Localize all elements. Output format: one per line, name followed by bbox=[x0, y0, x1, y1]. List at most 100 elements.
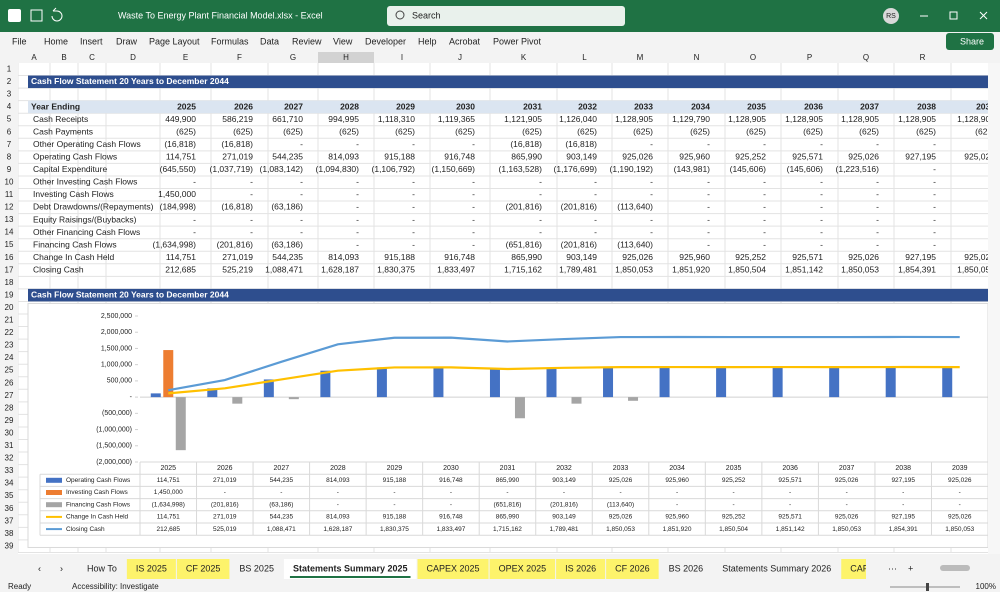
cell-value: 271,019 bbox=[222, 152, 253, 162]
column-header[interactable]: N bbox=[694, 53, 700, 62]
sheet-tab[interactable] bbox=[126, 559, 176, 579]
row-header[interactable]: 23 bbox=[5, 341, 14, 350]
row-header[interactable]: 14 bbox=[5, 228, 14, 237]
restore-button[interactable] bbox=[949, 11, 958, 20]
user-avatar[interactable] bbox=[883, 8, 899, 24]
undo-button[interactable] bbox=[51, 7, 63, 22]
share-button[interactable] bbox=[946, 33, 994, 50]
sheet-tab[interactable] bbox=[841, 559, 912, 579]
row-header[interactable]: 37 bbox=[5, 516, 14, 525]
row-header[interactable]: 33 bbox=[5, 466, 14, 475]
row-header[interactable]: 17 bbox=[5, 265, 14, 274]
column-header[interactable]: C bbox=[89, 53, 95, 62]
row-header[interactable]: 9 bbox=[7, 165, 12, 174]
tab-more[interactable]: ⋯ bbox=[888, 563, 897, 573]
menu-item[interactable]: Formulas bbox=[211, 36, 249, 46]
zoom-thumb[interactable] bbox=[926, 583, 929, 591]
row-header[interactable]: 8 bbox=[7, 152, 12, 161]
row-header[interactable]: 24 bbox=[5, 353, 14, 362]
menu-item[interactable]: Draw bbox=[116, 36, 138, 46]
column-header[interactable]: G bbox=[290, 53, 296, 62]
row-header[interactable]: 34 bbox=[5, 479, 14, 488]
row-header[interactable]: 26 bbox=[5, 378, 14, 387]
column-header[interactable]: O bbox=[750, 53, 756, 62]
row-header[interactable]: 1 bbox=[7, 65, 12, 74]
save-button[interactable] bbox=[30, 9, 43, 22]
menu-item[interactable]: Page Layout bbox=[149, 36, 200, 46]
menu-item[interactable]: Power Pivot bbox=[493, 36, 542, 46]
row-header[interactable]: 28 bbox=[5, 403, 14, 412]
row-header[interactable]: 19 bbox=[5, 290, 14, 299]
row-header[interactable]: 15 bbox=[5, 240, 14, 249]
bar bbox=[232, 397, 243, 404]
search-box[interactable] bbox=[387, 6, 625, 26]
row-header[interactable]: 36 bbox=[5, 504, 14, 513]
row-header[interactable]: 6 bbox=[7, 127, 12, 136]
row-header[interactable]: 39 bbox=[5, 541, 14, 550]
row-header[interactable]: 4 bbox=[7, 102, 12, 111]
column-header[interactable]: F bbox=[237, 53, 242, 62]
tab-scroll-right[interactable]: › bbox=[60, 563, 63, 573]
sheet-tab[interactable] bbox=[659, 559, 713, 579]
row-header[interactable]: 29 bbox=[5, 416, 14, 425]
row-header[interactable]: 38 bbox=[5, 529, 14, 538]
sheet-tab[interactable] bbox=[283, 559, 417, 579]
sheet-tab[interactable] bbox=[556, 559, 606, 579]
row-header[interactable]: 7 bbox=[7, 140, 12, 149]
sheet-tab[interactable] bbox=[176, 559, 230, 579]
status-accessibility[interactable]: Accessibility: Investigate bbox=[72, 582, 159, 591]
column-header[interactable]: K bbox=[521, 53, 527, 62]
sheet-tab[interactable] bbox=[713, 559, 841, 579]
sheet-tab[interactable] bbox=[606, 559, 659, 579]
row-header[interactable]: 21 bbox=[5, 316, 14, 325]
column-header[interactable]: J bbox=[458, 53, 462, 62]
menu-item[interactable]: File bbox=[12, 36, 27, 46]
row-header[interactable]: 20 bbox=[5, 303, 14, 312]
row-header[interactable]: 31 bbox=[5, 441, 14, 450]
row-header[interactable]: 25 bbox=[5, 366, 14, 375]
column-header[interactable]: E bbox=[183, 53, 188, 62]
row-header[interactable]: 32 bbox=[5, 454, 14, 463]
menu-item[interactable]: Help bbox=[418, 36, 437, 46]
column-header[interactable]: L bbox=[582, 53, 587, 62]
menu-item[interactable]: Home bbox=[44, 36, 68, 46]
row-header[interactable]: 22 bbox=[5, 328, 14, 337]
column-header[interactable]: I bbox=[401, 53, 403, 62]
sheet-tab[interactable] bbox=[230, 559, 283, 579]
vertical-scrollbar[interactable] bbox=[988, 63, 1000, 554]
sheet-tab[interactable] bbox=[417, 559, 489, 579]
menu-item[interactable]: Data bbox=[260, 36, 279, 46]
row-header[interactable]: 13 bbox=[5, 215, 14, 224]
add-sheet[interactable]: + bbox=[908, 563, 913, 573]
column-header[interactable]: B bbox=[61, 53, 66, 62]
row-header[interactable]: 10 bbox=[5, 177, 14, 186]
tab-scroll-left[interactable]: ‹ bbox=[38, 563, 41, 573]
row-header[interactable]: 30 bbox=[5, 428, 14, 437]
row-header[interactable]: 27 bbox=[5, 391, 14, 400]
row-header[interactable]: 3 bbox=[7, 90, 12, 99]
column-header[interactable]: H bbox=[343, 53, 349, 62]
column-header[interactable]: A bbox=[31, 53, 37, 62]
row-header[interactable]: 5 bbox=[7, 115, 12, 124]
row-header[interactable]: 18 bbox=[5, 278, 14, 287]
sheet-tab[interactable] bbox=[489, 559, 556, 579]
menu-item[interactable]: Review bbox=[292, 36, 322, 46]
column-header[interactable]: R bbox=[920, 53, 926, 62]
horizontal-scrollbar[interactable] bbox=[940, 565, 970, 571]
menu-item[interactable]: Developer bbox=[365, 36, 406, 46]
row-header[interactable]: 16 bbox=[5, 253, 14, 262]
menu-item[interactable]: View bbox=[333, 36, 353, 46]
row-header[interactable]: 35 bbox=[5, 491, 14, 500]
column-header[interactable]: M bbox=[637, 53, 644, 62]
menu-item[interactable]: Insert bbox=[80, 36, 103, 46]
column-header[interactable]: D bbox=[130, 53, 136, 62]
row-header[interactable]: 11 bbox=[5, 190, 14, 199]
close-button[interactable] bbox=[979, 11, 988, 20]
column-header[interactable]: Q bbox=[863, 53, 869, 62]
sheet-tab[interactable] bbox=[78, 559, 126, 579]
row-header[interactable]: 12 bbox=[5, 203, 14, 212]
data-label: 903,149 bbox=[552, 477, 576, 484]
row-header[interactable]: 2 bbox=[7, 77, 12, 86]
menu-item[interactable]: Acrobat bbox=[449, 36, 481, 46]
column-header[interactable]: P bbox=[807, 53, 812, 62]
